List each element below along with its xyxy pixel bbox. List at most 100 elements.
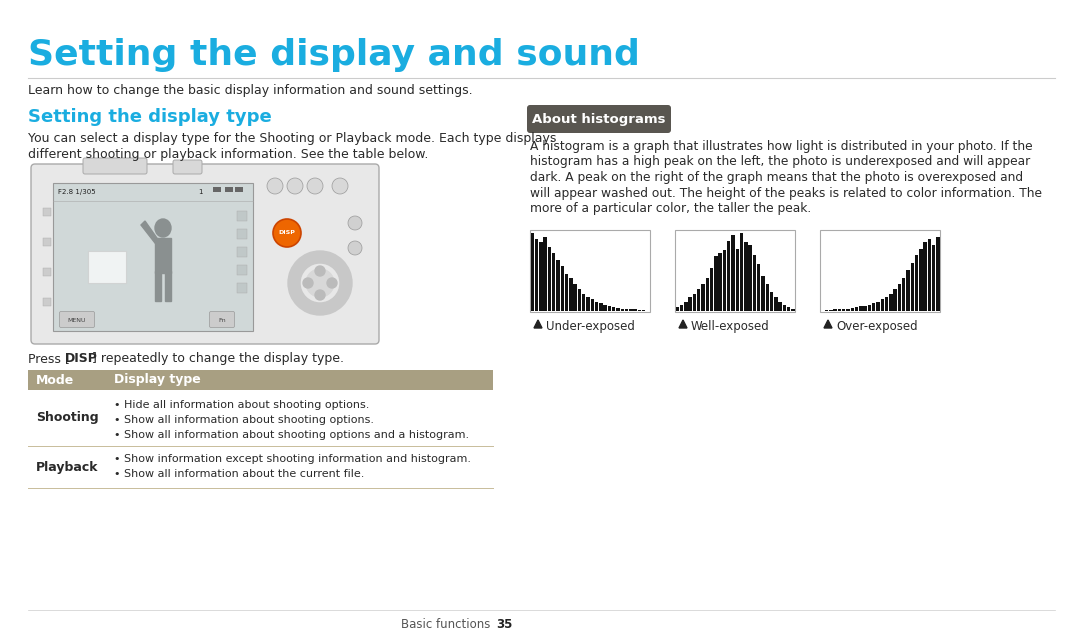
Bar bbox=[561, 266, 564, 311]
Circle shape bbox=[315, 266, 325, 276]
FancyBboxPatch shape bbox=[173, 160, 202, 174]
Bar bbox=[604, 305, 607, 311]
Bar bbox=[731, 234, 734, 311]
Bar bbox=[735, 249, 739, 311]
Bar bbox=[621, 309, 624, 311]
Bar bbox=[919, 249, 922, 311]
Bar bbox=[535, 239, 538, 311]
Text: Setting the display and sound: Setting the display and sound bbox=[28, 38, 639, 72]
FancyBboxPatch shape bbox=[59, 311, 95, 328]
Bar bbox=[43, 298, 51, 306]
Circle shape bbox=[327, 278, 337, 288]
Bar bbox=[28, 446, 492, 488]
Circle shape bbox=[287, 178, 303, 194]
Circle shape bbox=[303, 278, 313, 288]
Bar bbox=[867, 305, 872, 311]
FancyBboxPatch shape bbox=[31, 164, 379, 344]
Text: About histograms: About histograms bbox=[532, 113, 665, 125]
Bar bbox=[637, 310, 642, 311]
Bar bbox=[774, 297, 778, 311]
Bar bbox=[43, 208, 51, 216]
Bar bbox=[530, 233, 534, 311]
Bar bbox=[779, 302, 782, 311]
Bar bbox=[902, 278, 905, 311]
Bar bbox=[915, 255, 918, 311]
Text: • Show all information about shooting options and a histogram.: • Show all information about shooting op… bbox=[114, 430, 469, 440]
Bar bbox=[586, 297, 590, 311]
Text: DISP: DISP bbox=[279, 231, 296, 236]
Text: You can select a display type for the Shooting or Playback mode. Each type displ: You can select a display type for the Sh… bbox=[28, 132, 556, 145]
Bar bbox=[87, 251, 126, 283]
Bar bbox=[787, 307, 791, 311]
Bar bbox=[792, 309, 795, 311]
Bar bbox=[595, 302, 598, 311]
Bar bbox=[872, 303, 876, 311]
Bar bbox=[727, 241, 730, 311]
Bar bbox=[718, 253, 721, 311]
Circle shape bbox=[348, 241, 362, 255]
Bar bbox=[633, 309, 637, 311]
Bar bbox=[642, 310, 646, 311]
Text: MENU: MENU bbox=[68, 318, 86, 323]
Bar bbox=[854, 307, 859, 311]
Bar bbox=[530, 230, 650, 312]
Bar bbox=[582, 294, 585, 311]
Text: 35: 35 bbox=[496, 618, 512, 630]
Bar bbox=[851, 308, 854, 311]
Bar bbox=[43, 238, 51, 246]
Bar bbox=[783, 305, 786, 311]
Bar bbox=[612, 307, 616, 311]
Bar bbox=[910, 263, 914, 311]
Bar bbox=[617, 308, 620, 311]
Bar bbox=[599, 303, 603, 311]
Polygon shape bbox=[141, 221, 159, 243]
Bar bbox=[842, 309, 846, 311]
Text: Well-exposed: Well-exposed bbox=[691, 320, 770, 333]
Text: A histogram is a graph that illustrates how light is distributed in your photo. : A histogram is a graph that illustrates … bbox=[530, 140, 1032, 153]
Bar bbox=[906, 270, 909, 311]
Bar bbox=[701, 284, 704, 311]
Bar bbox=[705, 278, 708, 311]
Bar bbox=[237, 247, 247, 257]
Bar bbox=[838, 309, 841, 311]
Bar bbox=[548, 247, 551, 311]
Text: 1: 1 bbox=[198, 189, 203, 195]
Text: Press [: Press [ bbox=[28, 352, 70, 365]
Polygon shape bbox=[824, 320, 832, 328]
Bar bbox=[43, 268, 51, 276]
Text: Under-exposed: Under-exposed bbox=[546, 320, 635, 333]
Bar bbox=[565, 273, 568, 311]
Bar bbox=[723, 250, 726, 311]
Bar bbox=[688, 297, 692, 311]
Bar bbox=[237, 265, 247, 275]
Bar bbox=[237, 283, 247, 293]
FancyBboxPatch shape bbox=[527, 105, 671, 133]
Bar bbox=[744, 243, 747, 311]
Bar bbox=[740, 233, 743, 311]
Text: Over-exposed: Over-exposed bbox=[836, 320, 918, 333]
Circle shape bbox=[273, 219, 301, 247]
Text: Shooting: Shooting bbox=[36, 411, 98, 425]
Bar bbox=[235, 187, 243, 192]
Bar bbox=[213, 187, 221, 192]
Text: will appear washed out. The height of the peaks is related to color information.: will appear washed out. The height of th… bbox=[530, 186, 1042, 200]
Bar bbox=[761, 276, 765, 311]
Circle shape bbox=[315, 290, 325, 300]
Text: • Show information except shooting information and histogram.: • Show information except shooting infor… bbox=[114, 454, 471, 464]
Circle shape bbox=[267, 178, 283, 194]
Text: dark. A peak on the right of the graph means that the photo is overexposed and: dark. A peak on the right of the graph m… bbox=[530, 171, 1023, 184]
Bar bbox=[770, 292, 773, 311]
Bar bbox=[156, 238, 171, 273]
Bar bbox=[552, 253, 555, 311]
Bar bbox=[825, 310, 828, 311]
Text: DISP: DISP bbox=[65, 352, 98, 365]
Bar bbox=[928, 239, 931, 311]
Polygon shape bbox=[679, 320, 687, 328]
Bar bbox=[697, 289, 701, 311]
Bar bbox=[543, 237, 546, 311]
Bar bbox=[829, 310, 833, 311]
Text: Learn how to change the basic display information and sound settings.: Learn how to change the basic display in… bbox=[28, 84, 473, 97]
Bar bbox=[608, 306, 611, 311]
Bar bbox=[539, 243, 542, 311]
Text: ] repeatedly to change the display type.: ] repeatedly to change the display type. bbox=[92, 352, 345, 365]
